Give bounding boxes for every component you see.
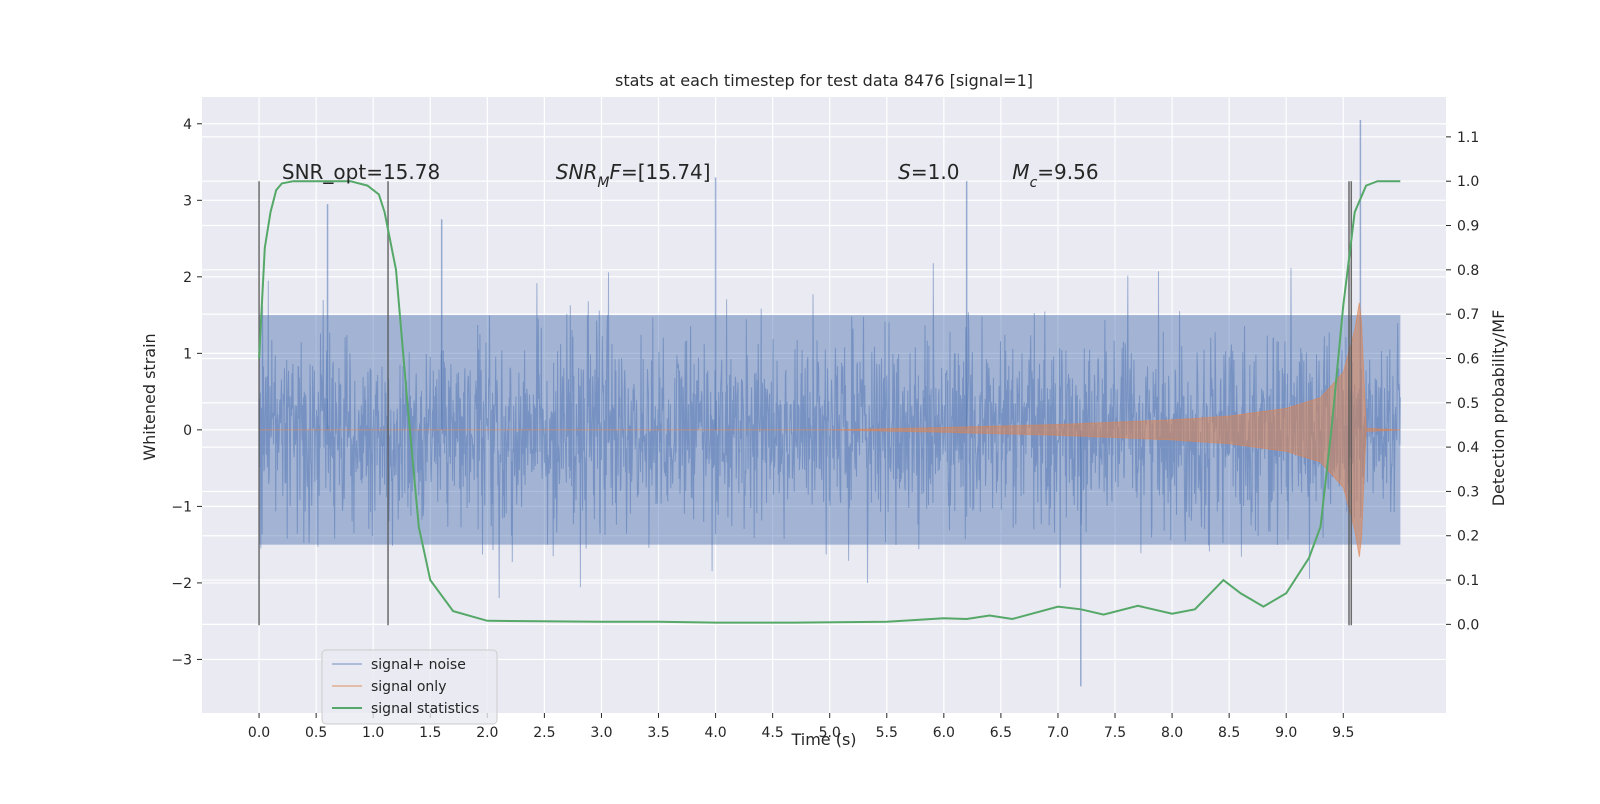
y-right-tick-label: 0.5 (1457, 396, 1479, 412)
x-tick-label: 2.5 (533, 725, 555, 741)
chart-title: stats at each timestep for test data 847… (615, 71, 1033, 90)
x-tick-label: 8.5 (1218, 725, 1240, 741)
x-tick-label: 6.5 (990, 725, 1012, 741)
y-right-tick-label: 0.9 (1457, 219, 1479, 235)
x-tick-label: 2.0 (476, 725, 498, 741)
annotation-mc: Mc=9.56 (1012, 160, 1098, 191)
x-tick-label: 4.5 (762, 725, 784, 741)
y-right-tick-label: 0.3 (1457, 484, 1479, 500)
legend-label-noise: signal+ noise (371, 657, 466, 673)
y-tick-label: 1 (183, 346, 192, 362)
annotation-snr-opt: SNR_opt=15.78 (282, 160, 440, 184)
statistics-line (258, 180, 1401, 624)
y-right-tick-label: 1.0 (1457, 174, 1479, 190)
x-tick-label: 5.5 (876, 725, 898, 741)
legend-label-statistics: signal statistics (371, 701, 479, 717)
y-right-tick-label: 1.1 (1457, 130, 1479, 146)
y-right-tick-label: 0.4 (1457, 440, 1479, 456)
y-axis-label: Whitened strain (140, 333, 159, 460)
x-tick-label: 9.0 (1275, 725, 1297, 741)
signal-only-series (259, 302, 1401, 557)
y-right-axis-label: Detection probability/MF (1489, 310, 1508, 507)
legend-label-signal: signal only (371, 679, 446, 695)
x-axis-label: Time (s) (790, 730, 856, 749)
x-tick-label: 7.0 (1047, 725, 1069, 741)
y-right-tick-label: 0.6 (1457, 351, 1479, 367)
y-right-axis-ticks: 0.0 0.1 0.2 0.3 0.4 0.5 0.6 0.7 0.8 0.9 1.0 1.1 (1446, 130, 1479, 633)
x-tick-label: 0.5 (305, 725, 327, 741)
x-tick-label: 7.5 (1104, 725, 1126, 741)
signal-envelope (259, 302, 1401, 557)
annotation-s: S=1.0 (898, 160, 959, 184)
y-tick-label: 2 (183, 270, 192, 286)
y-axis-ticks: −3 −2 −1 0 1 2 3 4 (171, 117, 202, 668)
x-tick-label: 1.0 (362, 725, 384, 741)
x-axis-ticks: 0.0 0.5 1.0 1.5 2.0 2.5 3.0 3.5 4.0 4.5 5.0 5.5 6.0 6… (248, 713, 1354, 741)
x-tick-label: 6.0 (933, 725, 955, 741)
annotation-snr-mf: SNRMF=[15.74] (556, 160, 711, 191)
annotations: SNR_opt=15.78 SNRMF=[15.74] S=1.0 Mc=9.56 (282, 160, 1099, 191)
x-tick-label: 1.5 (419, 725, 441, 741)
x-tick-label: 5.0 (819, 725, 841, 741)
x-tick-label: 4.0 (704, 725, 726, 741)
legend-box (321, 649, 498, 725)
x-tick-label: 3.0 (590, 725, 612, 741)
y-tick-label: −3 (171, 652, 192, 668)
y-right-tick-label: 0.8 (1457, 263, 1479, 279)
y-tick-label: −1 (171, 499, 192, 515)
x-tick-label: 3.5 (647, 725, 669, 741)
y-tick-label: 0 (183, 423, 192, 439)
y-tick-label: 3 (183, 193, 192, 209)
legend: signal+ noise signal only signal statist… (321, 649, 498, 725)
statistics-series (258, 180, 1401, 624)
y-right-tick-label: 0.0 (1457, 617, 1479, 633)
y-tick-label: 4 (183, 117, 192, 133)
y-right-tick-label: 0.1 (1457, 573, 1479, 589)
noise-trace (258, 263, 1401, 599)
x-tick-label: 9.5 (1332, 725, 1354, 741)
x-tick-label: 0.0 (248, 725, 270, 741)
y-right-tick-label: 0.2 (1457, 529, 1479, 545)
x-tick-label: 8.0 (1161, 725, 1183, 741)
y-tick-label: −2 (171, 576, 192, 592)
y-right-tick-label: 0.7 (1457, 307, 1479, 323)
